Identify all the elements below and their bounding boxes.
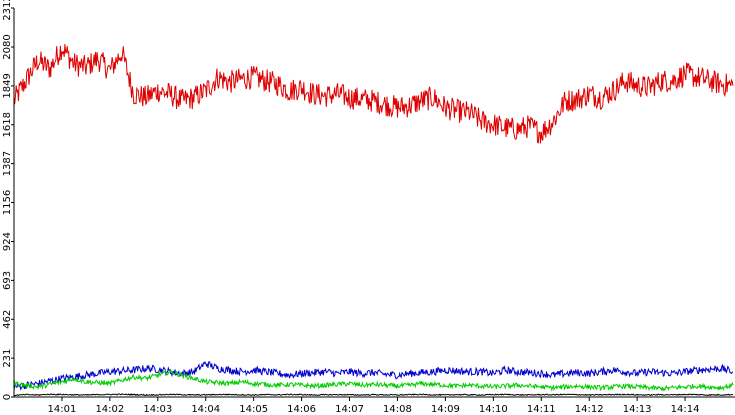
y-tick-label: 1849 bbox=[2, 73, 13, 98]
y-tick-label: 2080 bbox=[2, 34, 13, 59]
x-tick-label: 14:06 bbox=[287, 404, 316, 415]
y-tick-label: 1387 bbox=[2, 151, 13, 176]
series-black-line bbox=[13, 393, 733, 397]
x-tick-label: 14:05 bbox=[239, 404, 268, 415]
x-tick-label: 14:08 bbox=[383, 404, 412, 415]
x-tick-layer: 14:01 14:02 14:03 14:04 14:05 14:06 14:07 14:08… bbox=[48, 397, 700, 415]
y-tick-label: 0 bbox=[2, 394, 13, 400]
x-tick-label: 14:04 bbox=[191, 404, 220, 415]
x-tick-label: 14:01 bbox=[48, 404, 77, 415]
y-tick-layer: 0 231 462 693 924 1156 1387 1618 1849 2080 2312 bbox=[2, 0, 14, 400]
x-tick-label: 14:09 bbox=[431, 404, 460, 415]
y-tick-label: 2312 bbox=[2, 0, 13, 21]
x-tick-label: 14:11 bbox=[527, 404, 556, 415]
y-tick-label: 924 bbox=[2, 232, 13, 251]
x-tick-label: 14:07 bbox=[335, 404, 364, 415]
y-tick-label: 693 bbox=[2, 271, 13, 290]
series-red-line bbox=[13, 44, 734, 144]
x-tick-label: 14:14 bbox=[671, 404, 700, 415]
x-tick-label: 14:03 bbox=[143, 404, 172, 415]
y-tick-label: 462 bbox=[2, 310, 13, 329]
y-tick-label: 231 bbox=[2, 349, 13, 368]
series-green-line bbox=[13, 368, 734, 392]
x-tick-label: 14:10 bbox=[479, 404, 508, 415]
x-tick-label: 14:12 bbox=[575, 404, 604, 415]
series-blue-line bbox=[13, 360, 734, 391]
y-tick-label: 1618 bbox=[2, 112, 13, 137]
x-tick-label: 14:02 bbox=[95, 404, 124, 415]
x-tick-label: 14:13 bbox=[623, 404, 652, 415]
series-layer bbox=[13, 44, 734, 397]
y-tick-label: 1156 bbox=[2, 190, 13, 215]
